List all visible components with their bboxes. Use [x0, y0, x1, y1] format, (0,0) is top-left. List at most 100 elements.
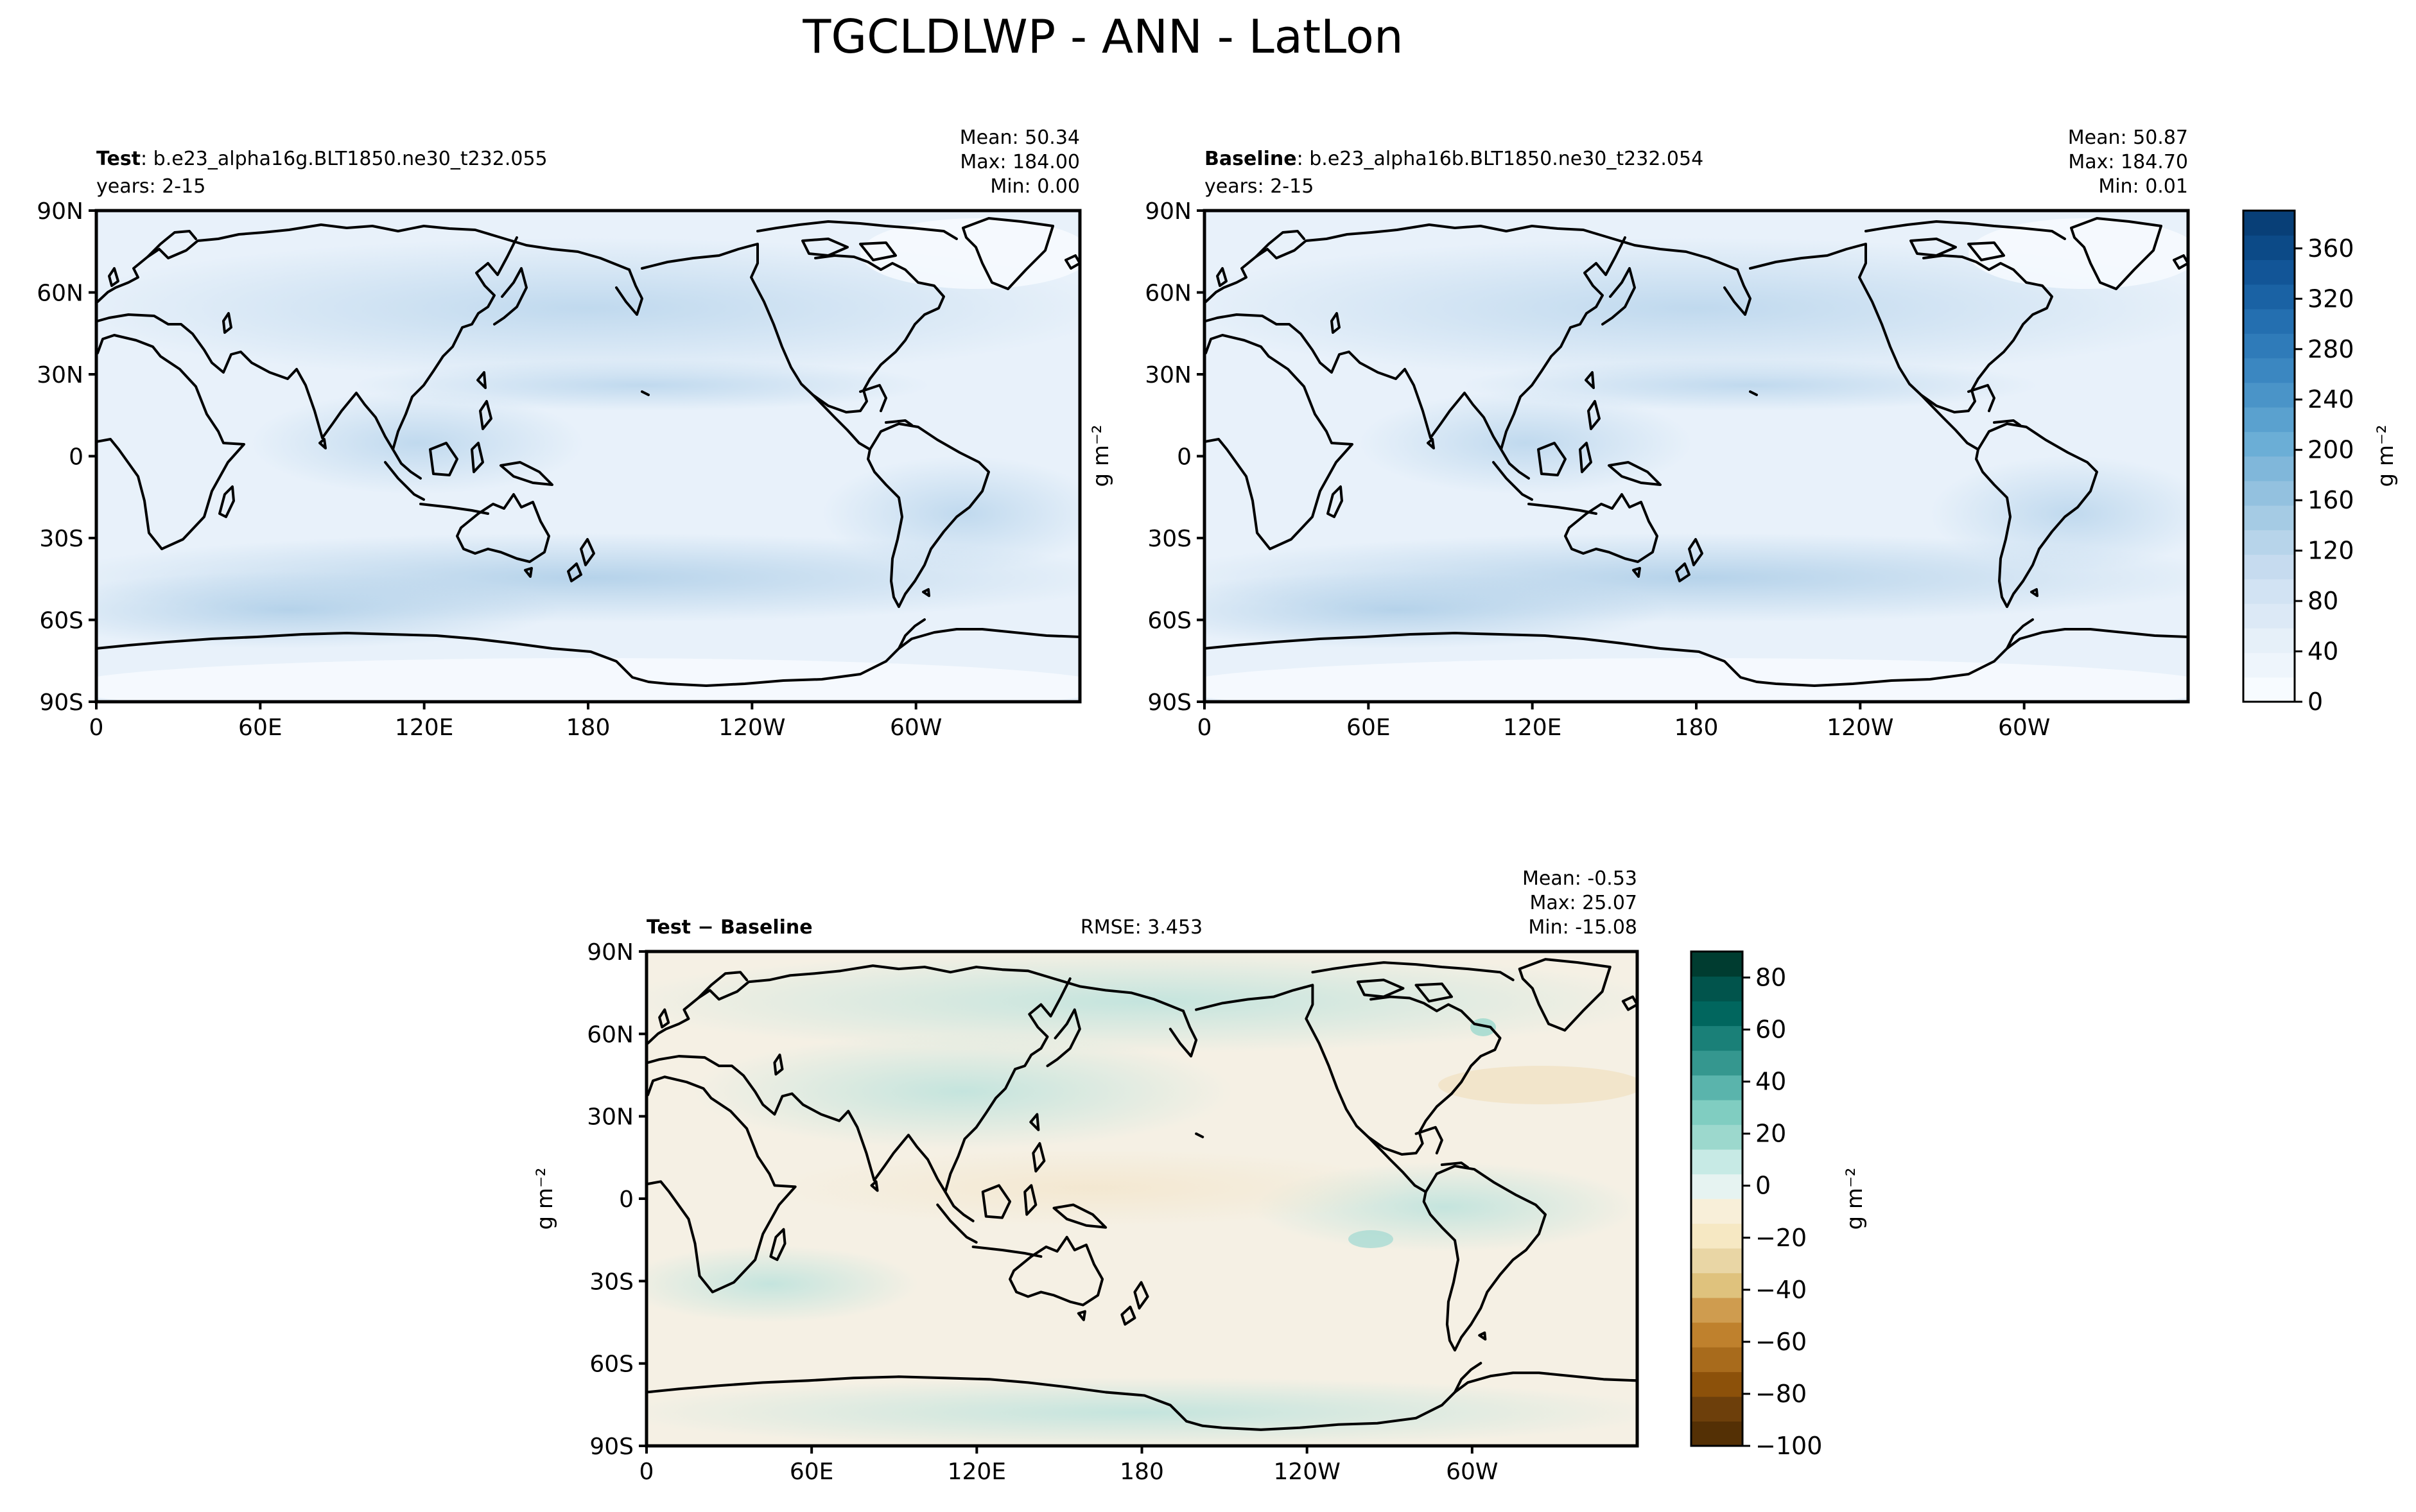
- colorbar-swatch: [2243, 677, 2295, 702]
- lon-tick-label: 0: [639, 1459, 654, 1485]
- colorbar-swatch: [1691, 1100, 1742, 1125]
- colorbar-tick-label: 80: [1755, 964, 1786, 992]
- colorbar-tick-label: −40: [1755, 1276, 1807, 1304]
- colorbar-swatch: [2243, 578, 2295, 604]
- colorbar-swatch: [2243, 284, 2295, 309]
- colorbar-main-label: g m⁻²: [2373, 424, 2399, 487]
- panel-years-baseline: years: 2-15: [1204, 175, 1314, 198]
- lon-tick-label: 120E: [1503, 715, 1561, 741]
- colorbar-tick-label: 20: [1755, 1120, 1786, 1148]
- colorbar-swatch: [2243, 530, 2295, 555]
- colorbar-swatch: [2243, 505, 2295, 530]
- stat-mean-test: Mean: 50.34: [960, 126, 1080, 149]
- panel-label-case: : b.e23_alpha16g.BLT1850.ne30_t232.055: [141, 148, 548, 170]
- lat-tick-label: 90N: [1145, 198, 1192, 225]
- lon-tick-label: 0: [1197, 715, 1212, 741]
- map-panel-test: Test: b.e23_alpha16g.BLT1850.ne30_t232.0…: [37, 126, 1082, 741]
- panel-label-diff: Test − Baseline: [647, 916, 813, 939]
- panel-label-bold: Baseline: [1204, 148, 1297, 170]
- lon-axis-diff: 0 60E 120E 180 120W 60W: [639, 1446, 1499, 1485]
- lat-tick-label: 30N: [37, 362, 83, 388]
- colorbar-swatch: [1691, 1248, 1742, 1274]
- colorbar-swatch: [1691, 1050, 1742, 1076]
- lon-tick-label: 120E: [395, 715, 453, 741]
- lon-tick-label: 60W: [1998, 715, 2050, 741]
- colorbar-swatch: [1691, 1174, 1742, 1199]
- colorbar-swatch: [2243, 211, 2295, 236]
- panel-label-test: Test: b.e23_alpha16g.BLT1850.ne30_t232.0…: [96, 148, 548, 170]
- lon-tick-label: 60W: [890, 715, 942, 741]
- stat-max-diff: Max: 25.07: [1529, 892, 1637, 914]
- colorbar-diff: −100 −80 −60 −40 −20 0 20 40 60 80: [1690, 950, 1822, 1460]
- lat-tick-label: 60S: [1147, 608, 1192, 634]
- panel-label-case: : b.e23_alpha16b.BLT1850.ne30_t232.054: [1297, 148, 1704, 170]
- colorbar-frame: [1690, 950, 1744, 1447]
- stat-max-baseline: Max: 184.70: [2068, 151, 2188, 173]
- colorbar-tick-label: 40: [1755, 1068, 1786, 1096]
- colorbar-swatch: [1691, 1322, 1742, 1348]
- colorbar-swatch: [1691, 1273, 1742, 1298]
- lat-tick-label: 60N: [37, 281, 83, 307]
- lon-tick-label: 120W: [1827, 715, 1893, 741]
- colorbar-swatch: [1691, 976, 1742, 1002]
- units-label-baseline: g m⁻²: [1088, 424, 1114, 487]
- colorbar-swatch: [1691, 1149, 1742, 1175]
- colorbar-swatch: [2243, 259, 2295, 285]
- units-label-diff: g m⁻²: [532, 1167, 558, 1230]
- colorbar-swatch: [1691, 1371, 1742, 1397]
- lat-tick-label: 30S: [1147, 526, 1192, 552]
- colorbar-tick-label: −100: [1755, 1432, 1822, 1460]
- lat-tick-label: 90N: [37, 198, 83, 225]
- colorbar-tick-label: 0: [1755, 1172, 1771, 1200]
- lon-axis-test: 0 60E 120E 180 120W 60W: [89, 702, 942, 741]
- colorbar-swatch: [1691, 1396, 1742, 1422]
- colorbar-swatch: [1691, 952, 1742, 977]
- lon-tick-label: 60E: [1346, 715, 1391, 741]
- colorbar-swatch: [1691, 1223, 1742, 1249]
- colorbar-tick-label: −20: [1755, 1224, 1807, 1252]
- lon-tick-label: 60W: [1446, 1459, 1498, 1485]
- lat-tick-label: 60N: [1145, 281, 1192, 307]
- figure-title: TGCLDLWP - ANN - LatLon: [802, 10, 1403, 64]
- colorbar-tick-label: 320: [2307, 284, 2354, 313]
- panel-label-baseline: Baseline: b.e23_alpha16b.BLT1850.ne30_t2…: [1204, 148, 1703, 170]
- colorbar-tick-label: 40: [2307, 638, 2338, 666]
- colorbar-swatch: [2243, 407, 2295, 432]
- lat-tick-label: 0: [69, 444, 83, 471]
- colorbar-swatch: [2243, 652, 2295, 678]
- lon-tick-label: 120W: [718, 715, 785, 741]
- stat-mean-diff: Mean: -0.53: [1522, 867, 1637, 890]
- colorbar-tick-label: 160: [2307, 486, 2354, 514]
- colorbar-swatch: [2243, 604, 2295, 629]
- colorbar-main: 0 40 80 120 160 200 240 280 320 360: [2242, 209, 2354, 716]
- stat-max-test: Max: 184.00: [960, 151, 1080, 173]
- colorbar-tick-label: 120: [2307, 537, 2354, 565]
- colorbar-swatch: [2243, 628, 2295, 654]
- colorbar-swatch: [1691, 1124, 1742, 1150]
- colorbar-tick-label: 60: [1755, 1016, 1786, 1044]
- lat-tick-label: 60S: [39, 608, 83, 634]
- lon-tick-label: 120W: [1274, 1459, 1341, 1485]
- stat-min-test: Min: 0.00: [990, 175, 1080, 198]
- map-field-baseline: [1204, 211, 2188, 702]
- lat-tick-label: 30N: [587, 1104, 634, 1131]
- colorbar-diff-label: g m⁻²: [1842, 1167, 1868, 1230]
- lat-tick-label: 90N: [587, 939, 634, 966]
- stat-mean-baseline: Mean: 50.87: [2068, 126, 2188, 149]
- lat-tick-label: 0: [1177, 444, 1192, 471]
- lon-tick-label: 60E: [238, 715, 282, 741]
- lat-tick-label: 30N: [1145, 362, 1192, 388]
- lon-tick-label: 60E: [790, 1459, 834, 1485]
- lat-tick-label: 90S: [589, 1434, 634, 1460]
- map-panel-diff: Test − Baseline RMSE: 3.453 Mean: -0.53 …: [532, 867, 1639, 1485]
- colorbar-swatch: [2243, 431, 2295, 457]
- lat-tick-label: 90S: [1147, 690, 1192, 716]
- lon-tick-label: 120E: [948, 1459, 1006, 1485]
- colorbar-tick-label: 0: [2307, 688, 2323, 716]
- map-panel-baseline: Baseline: b.e23_alpha16b.BLT1850.ne30_t2…: [1088, 126, 2190, 741]
- stat-min-baseline: Min: 0.01: [2098, 175, 2188, 198]
- lat-axis-baseline: 90N 60N 30N 0 30S 60S 90S: [1145, 198, 1204, 716]
- panel-years-test: years: 2-15: [96, 175, 205, 198]
- map-field-test: [96, 211, 1080, 702]
